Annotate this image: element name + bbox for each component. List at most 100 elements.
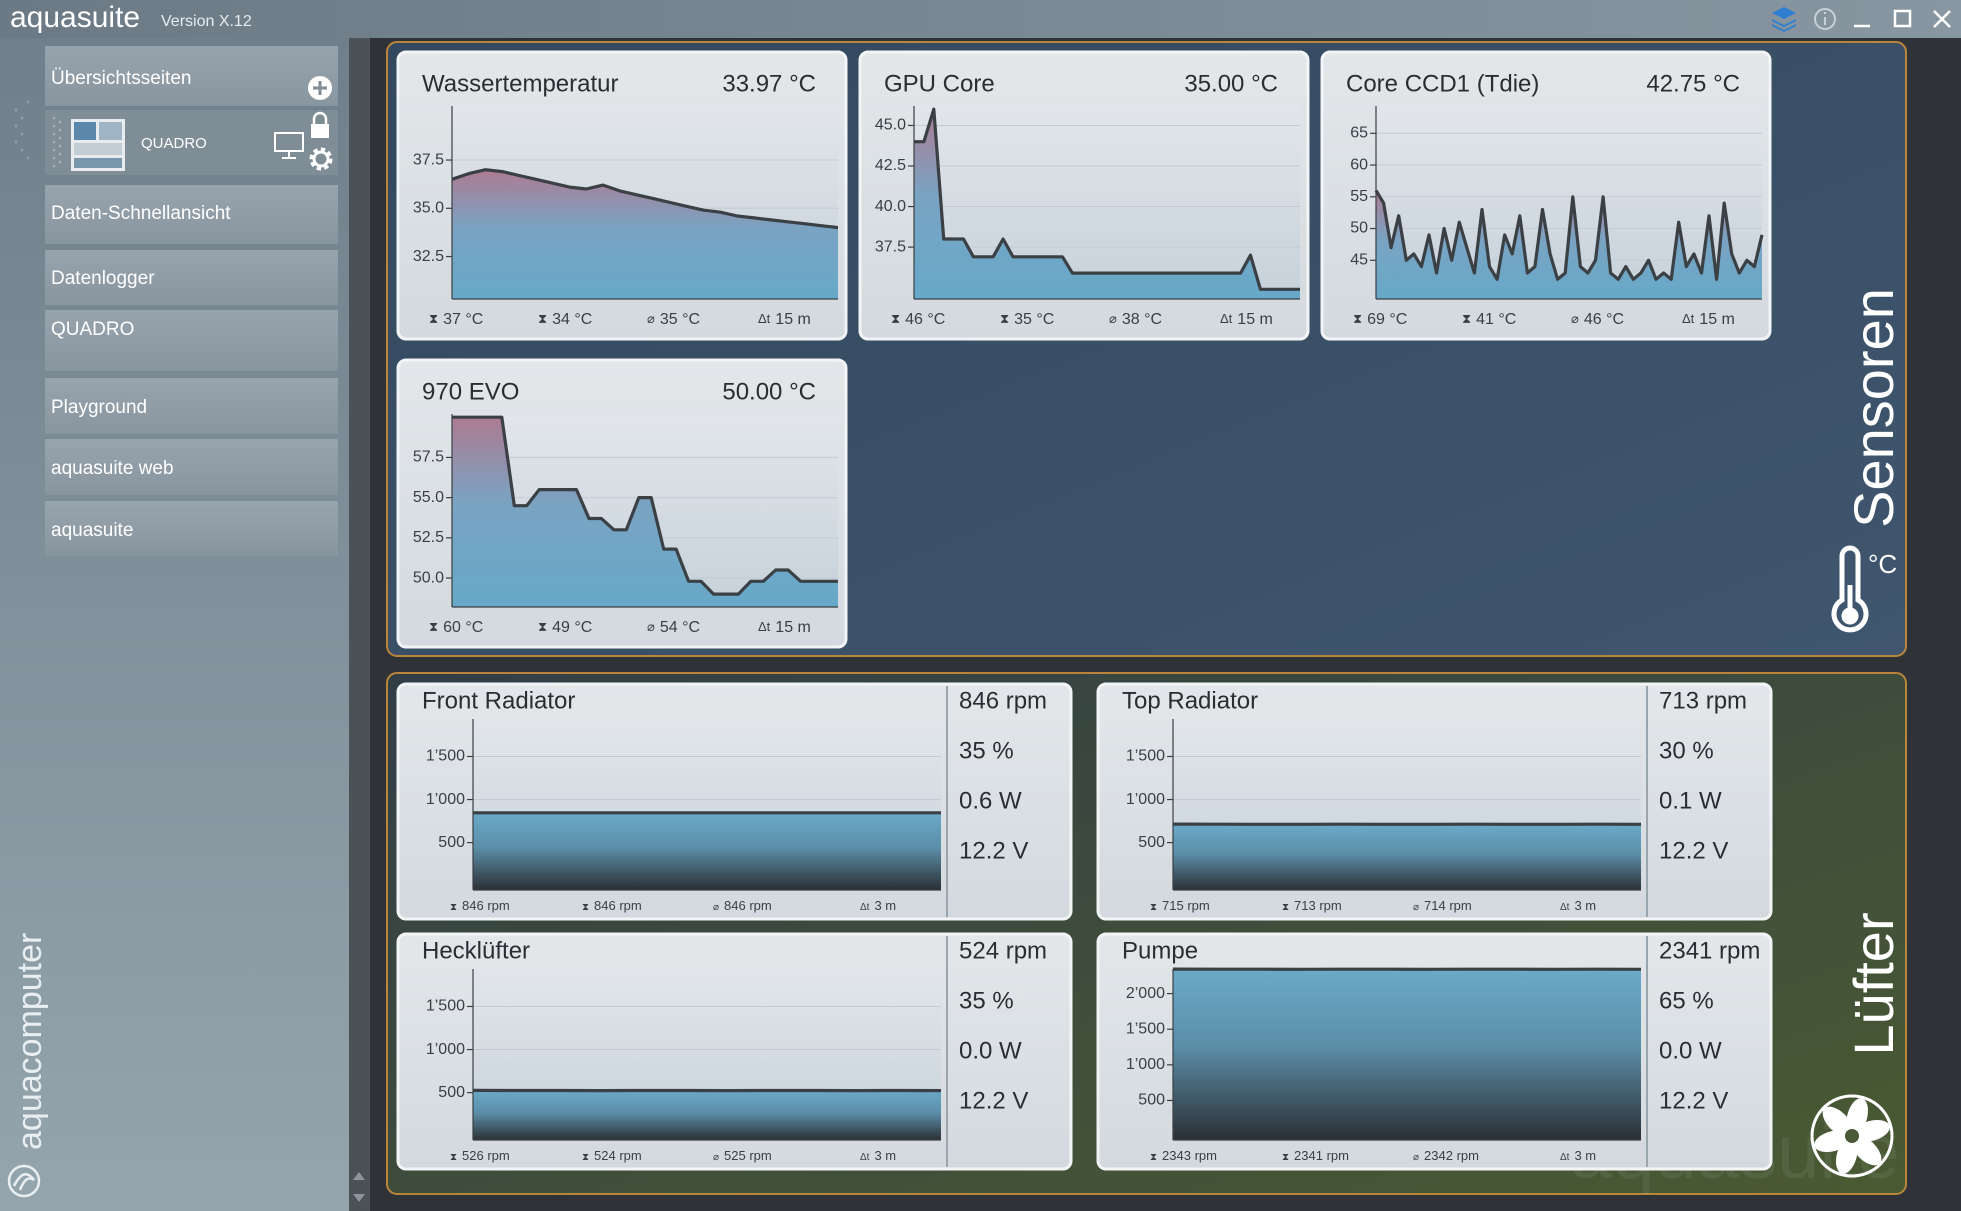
- tile-title: 970 EVO: [422, 378, 519, 405]
- tile-reading: 42.75 °C: [1646, 70, 1740, 97]
- menu-item[interactable]: [45, 250, 338, 305]
- area: [1173, 969, 1641, 1140]
- stat: Δt 15 m: [758, 619, 811, 636]
- y-tick-label: 60: [1350, 156, 1368, 173]
- stat-value: 2342 rpm: [1424, 1148, 1479, 1163]
- thermometer-icon: [1831, 545, 1869, 633]
- menu-item[interactable]: [45, 310, 338, 371]
- tile-reading: 2341 rpm: [1659, 937, 1760, 964]
- menu-item-label: Playground: [51, 397, 147, 418]
- stat-value: 526 rpm: [462, 1148, 510, 1163]
- stat-value: 3 m: [874, 898, 896, 913]
- fan-tile[interactable]: Pumpe 2341 rpm 65 % 0.0 W 12.2 V 500 1’000 1’50…: [1096, 932, 1773, 1171]
- sensor-tile[interactable]: 970 EVO 50.00 °C 50.0 52.5 55.0 57.5 ⧗ 60 °C ⧗ 49…: [396, 358, 848, 649]
- tile-reading: 846 rpm: [959, 687, 1047, 714]
- menu-header[interactable]: [45, 46, 338, 106]
- stat-value: 69 °C: [1367, 311, 1407, 328]
- menu-item-label: QUADRO: [51, 319, 134, 340]
- y-tick-label: 500: [438, 1084, 465, 1101]
- app-version: Version X.12: [161, 13, 252, 30]
- y-tick-label: 45: [1350, 251, 1368, 268]
- sensor-tile[interactable]: Wassertemperatur 33.97 °C 32.5 35.0 37.5 ⧗ 37 …: [396, 50, 848, 341]
- maximize-button[interactable]: [1893, 9, 1912, 28]
- menu-header-label: Übersichtsseiten: [51, 68, 191, 89]
- stat-icon: ⌀: [1413, 902, 1419, 913]
- stat: ⧗ 713 rpm: [1282, 898, 1342, 913]
- settings-icon[interactable]: [309, 147, 333, 171]
- menu-item[interactable]: [45, 439, 338, 495]
- stat-icon: ⧗: [450, 1152, 457, 1163]
- stat: ⌀ 38 °C: [1109, 311, 1162, 328]
- stat-icon: ⧗: [891, 311, 900, 326]
- tile-reading: 12.2 V: [959, 1087, 1028, 1114]
- y-tick-label: 2’000: [1126, 985, 1165, 1002]
- stat: ⌀ 714 rpm: [1413, 898, 1472, 913]
- menu-item[interactable]: [45, 501, 338, 556]
- stat-value: 524 rpm: [594, 1148, 642, 1163]
- y-tick-label: 1’000: [426, 1041, 465, 1058]
- y-tick-label: 45.0: [875, 117, 906, 134]
- lock-icon[interactable]: [311, 111, 329, 138]
- tile-reading: 0.6 W: [959, 787, 1022, 814]
- fan-tile[interactable]: Hecklüfter 524 rpm 35 % 0.0 W 12.2 V 500 1’000…: [396, 932, 1073, 1171]
- tile-title: Hecklüfter: [422, 937, 530, 964]
- stat-icon: ⌀: [1571, 311, 1579, 326]
- fan-tile[interactable]: Front Radiator 846 rpm 35 % 0.6 W 12.2 V 500 1…: [396, 682, 1073, 921]
- info-button[interactable]: [1814, 8, 1836, 30]
- stat-icon: Δt: [758, 311, 771, 326]
- stat-value: 35 °C: [660, 311, 700, 328]
- stat-value: 38 °C: [1122, 311, 1162, 328]
- stat: ⌀ 846 rpm: [713, 898, 772, 913]
- monitor-icon[interactable]: [274, 132, 304, 159]
- stat-value: 37 °C: [443, 311, 483, 328]
- stat-value: 525 rpm: [724, 1148, 772, 1163]
- y-tick-label: 55.0: [413, 489, 444, 506]
- stat-icon: ⧗: [1353, 311, 1362, 326]
- menu-item-label: aquasuite: [51, 520, 133, 541]
- sensor-tile[interactable]: GPU Core 35.00 °C 37.5 40.0 42.5 45.0 ⧗ 46 °C ⧗ 3…: [858, 50, 1310, 341]
- device-dots: [52, 116, 62, 168]
- scrollbar[interactable]: [349, 38, 370, 1211]
- stat: ⧗ 35 °C: [1000, 311, 1054, 328]
- close-button[interactable]: [1933, 10, 1951, 28]
- tile-reading: 12.2 V: [959, 837, 1028, 864]
- tile-reading: 65 %: [1659, 987, 1714, 1014]
- tile-title: Core CCD1 (Tdie): [1346, 70, 1539, 97]
- sensor-tile[interactable]: Core CCD1 (Tdie) 42.75 °C 45 50 55 60 65 ⧗ 69 °C…: [1320, 50, 1772, 341]
- stat-icon: ⧗: [538, 311, 547, 326]
- stat-value: 846 rpm: [724, 898, 772, 913]
- y-tick-label: 32.5: [413, 248, 444, 265]
- brand-label: aquacomputer: [11, 933, 49, 1150]
- y-tick-label: 55: [1350, 188, 1368, 205]
- stat: ⧗ 46 °C: [891, 311, 945, 328]
- fan-icon: [1810, 1094, 1894, 1178]
- scroll-arrows[interactable]: [353, 1172, 365, 1202]
- stat: ⧗ 2341 rpm: [1282, 1148, 1349, 1163]
- stat-icon: ⧗: [1282, 1152, 1289, 1163]
- menu-item-label: Daten-Schnellansicht: [51, 203, 231, 224]
- y-tick-label: 1’500: [426, 748, 465, 765]
- area: [1173, 824, 1641, 890]
- y-tick-label: 37.5: [413, 151, 444, 168]
- fan-tile[interactable]: Top Radiator 713 rpm 30 % 0.1 W 12.2 V 500 1’0…: [1096, 682, 1773, 921]
- stat: ⧗ 37 °C: [429, 311, 483, 328]
- layers-button[interactable]: [1772, 7, 1796, 32]
- stat-icon: Δt: [860, 1152, 870, 1163]
- tile-title: Wassertemperatur: [422, 70, 619, 97]
- tile-title: Pumpe: [1122, 937, 1198, 964]
- add-page-button[interactable]: [308, 76, 332, 100]
- stat: ⌀ 46 °C: [1571, 311, 1624, 328]
- stat: ⧗ 34 °C: [538, 311, 592, 328]
- stat-icon: ⧗: [1462, 311, 1471, 326]
- menu-item[interactable]: [45, 378, 338, 434]
- line: [451, 168, 839, 230]
- y-tick-label: 500: [438, 834, 465, 851]
- menu-item[interactable]: [45, 185, 338, 244]
- y-tick-label: 500: [1138, 1092, 1165, 1109]
- stat-value: 3 m: [874, 1148, 896, 1163]
- stat-value: 46 °C: [905, 311, 945, 328]
- device-thumbnail: [71, 119, 125, 171]
- line: [914, 107, 1300, 291]
